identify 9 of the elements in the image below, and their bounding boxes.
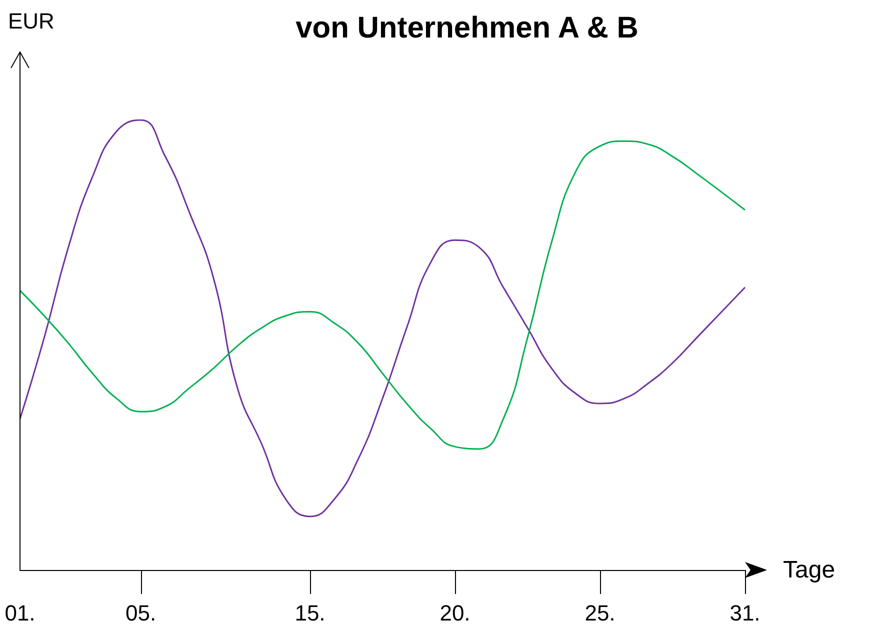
x-tick-label: 31. (730, 600, 760, 626)
chart-title: von Unternehmen A & B (296, 12, 638, 44)
x-tick-label: 25. (584, 600, 616, 626)
x-tick-label: 01. (4, 600, 36, 626)
x-tick-label: 20. (440, 600, 470, 626)
y-axis-title: EUR (8, 8, 54, 34)
x-tick-label: 05. (126, 600, 156, 626)
x-tick-label: 15. (294, 600, 326, 626)
x-axis-title: Tage (783, 556, 836, 584)
